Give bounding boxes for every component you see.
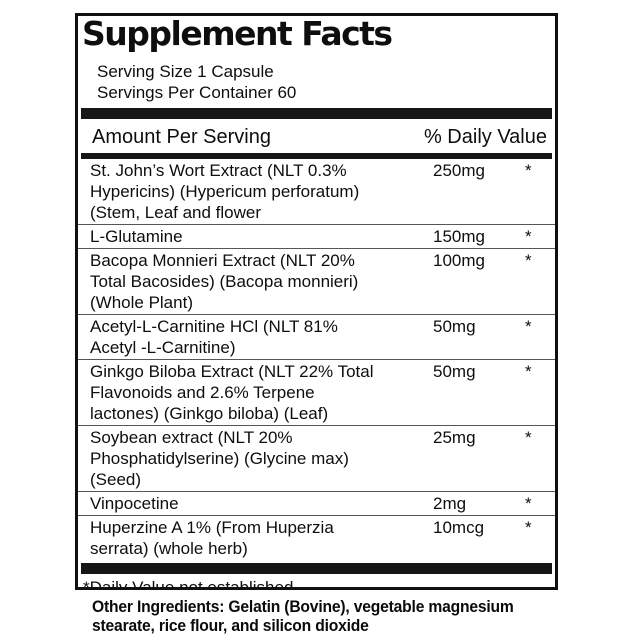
- ingredient-row: St. John’s Wort Extract (NLT 0.3% Hyperi…: [78, 159, 555, 224]
- ingredient-amount: 50mg: [433, 317, 476, 336]
- amount-per-serving-header: Amount Per Serving: [92, 126, 271, 148]
- ingredient-amount: 150mg: [433, 227, 485, 246]
- ingredient-row: Huperzine A 1% (From Huperzia serrata) (…: [78, 515, 555, 560]
- column-header-row: Amount Per Serving % Daily Value: [78, 119, 555, 153]
- panel-title: Supplement Facts: [82, 14, 393, 53]
- ingredient-row: L-Glutamine 150mg *: [78, 224, 555, 248]
- ingredient-name: Huperzine A 1% (From Huperzia serrata) (…: [90, 518, 334, 558]
- ingredient-daily-value: *: [525, 251, 532, 270]
- servings-per-container-text: Servings Per Container 60: [97, 83, 297, 102]
- ingredient-name: Bacopa Monnieri Extract (NLT 20% Total B…: [90, 251, 359, 312]
- supplement-facts-panel: Supplement Facts Serving Size 1 Capsule …: [75, 13, 558, 590]
- ingredient-name: Vinpocetine: [90, 494, 179, 513]
- serving-size-text: Serving Size 1 Capsule: [97, 62, 274, 81]
- ingredient-daily-value: *: [525, 494, 532, 513]
- ingredient-amount: 250mg: [433, 161, 485, 180]
- ingredient-amount: 50mg: [433, 362, 476, 381]
- ingredient-amount: 25mg: [433, 428, 476, 447]
- ingredient-daily-value: *: [525, 362, 532, 381]
- ingredient-daily-value: *: [525, 428, 532, 447]
- ingredient-name: St. John’s Wort Extract (NLT 0.3% Hyperi…: [90, 161, 360, 222]
- ingredient-row: Bacopa Monnieri Extract (NLT 20% Total B…: [78, 248, 555, 314]
- separator-bar-top: [81, 108, 552, 119]
- ingredient-row: Vinpocetine 2mg *: [78, 491, 555, 515]
- ingredient-name: L-Glutamine: [90, 227, 183, 246]
- ingredient-amount: 10mcg: [433, 518, 485, 537]
- other-ingredients-text: Other Ingredients: Gelatin (Bovine), veg…: [92, 597, 514, 635]
- ingredient-amount: 100mg: [433, 251, 485, 270]
- ingredient-name: Ginkgo Biloba Extract (NLT 22% Total Fla…: [90, 362, 374, 423]
- ingredient-daily-value: *: [525, 161, 532, 180]
- ingredient-daily-value: *: [525, 317, 532, 336]
- daily-value-header: % Daily Value: [423, 126, 547, 148]
- ingredient-name: Acetyl-L-Carnitine HCl (NLT 81% Acetyl -…: [90, 317, 338, 357]
- ingredient-amount: 2mg: [433, 494, 467, 513]
- ingredient-name: Soybean extract (NLT 20% Phosphatidylser…: [90, 428, 349, 489]
- separator-bar-header: [81, 153, 552, 159]
- separator-bar-bottom: [81, 563, 552, 574]
- serving-info: Serving Size 1 Capsule Servings Per Cont…: [97, 61, 547, 103]
- ingredient-row: Ginkgo Biloba Extract (NLT 22% Total Fla…: [78, 359, 555, 425]
- daily-value-footnote: *Daily Value not established.: [83, 578, 299, 590]
- ingredient-row: Soybean extract (NLT 20% Phosphatidylser…: [78, 425, 555, 491]
- ingredient-daily-value: *: [525, 227, 532, 246]
- ingredient-row: Acetyl-L-Carnitine HCl (NLT 81% Acetyl -…: [78, 314, 555, 359]
- ingredient-rows: St. John’s Wort Extract (NLT 0.3% Hyperi…: [78, 159, 555, 560]
- ingredient-daily-value: *: [525, 518, 532, 537]
